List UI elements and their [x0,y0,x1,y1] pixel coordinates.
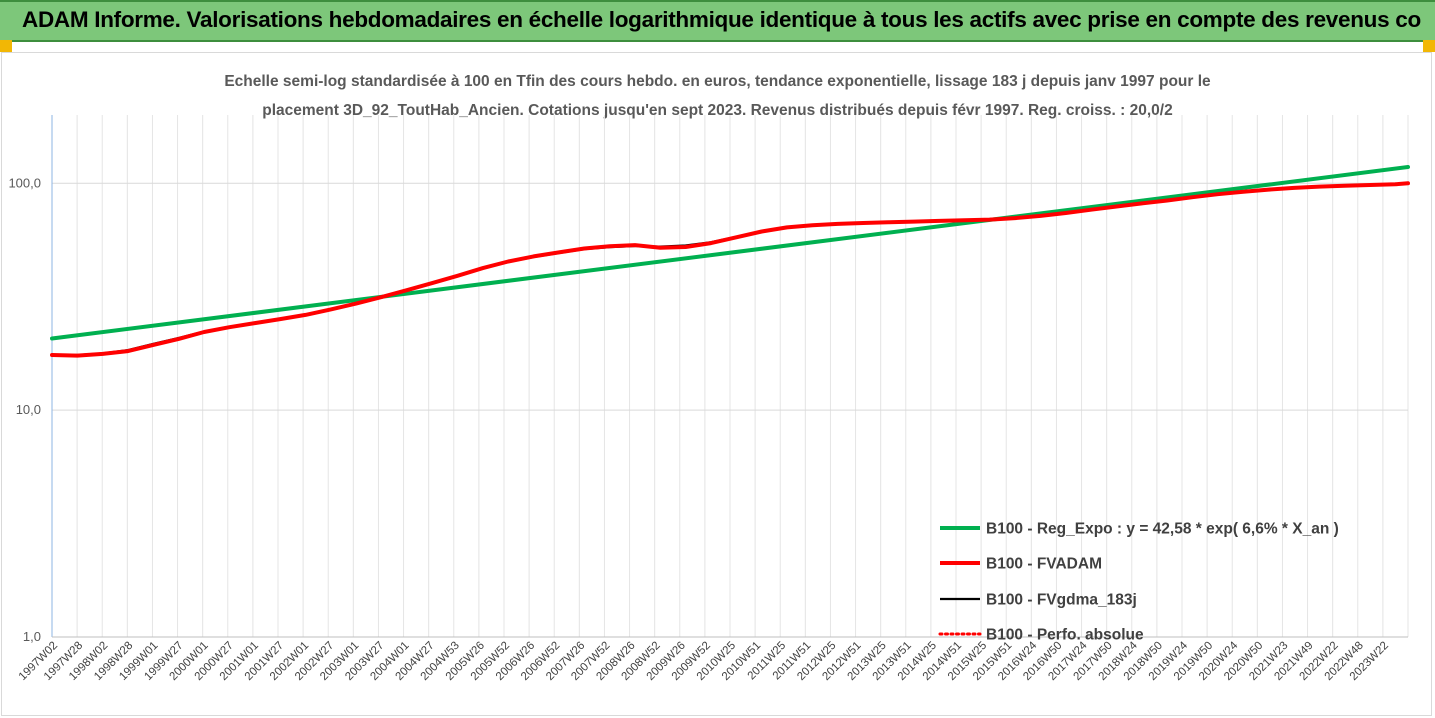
corner-marker-right [1423,40,1435,52]
banner-title: ADAM Informe. Valorisations hebdomadaire… [22,7,1421,32]
y-tick-label: 100,0 [8,175,41,190]
chart-frame [1,52,1432,716]
corner-marker-left [0,40,12,52]
legend-label-0: B100 - Reg_Expo : y = 42,58 * exp( 6,6% … [986,521,1339,538]
y-tick-label: 1,0 [23,629,41,644]
series-line-0 [50,165,1410,341]
legend-label-3: B100 - Perfo. absolue [986,627,1144,644]
series-line-3 [50,182,1410,357]
chart-title-line-1: Echelle semi-log standardisée à 100 en T… [224,73,1211,90]
chart-title-line-2: placement 3D_92_ToutHab_Ancien. Cotation… [262,102,1173,119]
legend-label-1: B100 - FVADAM [986,556,1102,573]
legend-label-2: B100 - FVgdma_183j [986,592,1137,609]
y-tick-label: 10,0 [16,402,41,417]
title-banner: ADAM Informe. Valorisations hebdomadaire… [0,0,1435,42]
